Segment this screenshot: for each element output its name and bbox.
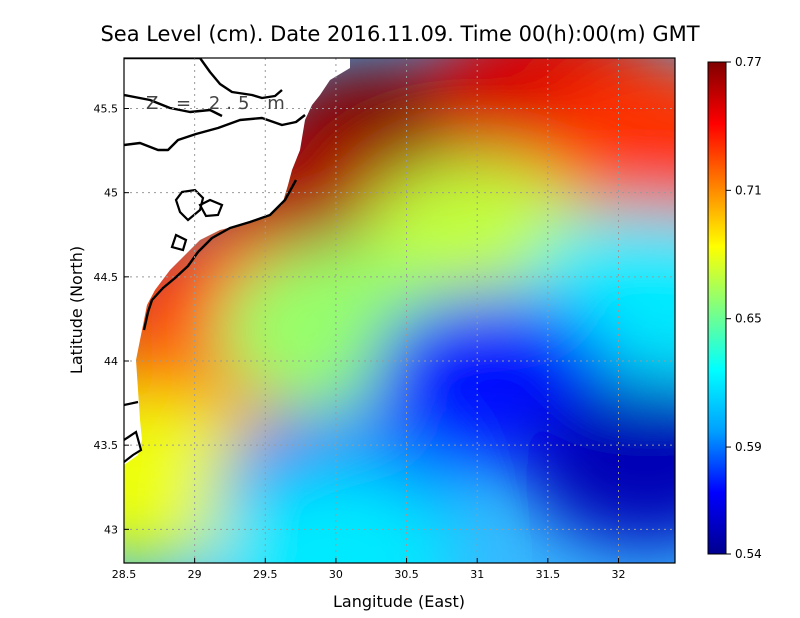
y-tick-label-1: 43.5 (94, 439, 119, 452)
colorbar-tick-label-0: 0.77 (735, 55, 762, 69)
x-tick-label-6: 31.5 (536, 568, 561, 581)
y-tick-label-5: 45.5 (94, 103, 119, 116)
south-coast-outline (124, 400, 143, 463)
field-sample-5 (540, 58, 675, 228)
y-tick-label-3: 44.5 (94, 271, 119, 284)
chart-title: Sea Level (cm). Date 2016.11.09. Time 00… (100, 22, 699, 46)
depth-annotation: Z = 2.5 m (146, 93, 291, 114)
x-tick-label-1: 29 (188, 568, 202, 581)
x-axis-ticks: 28.5 29 29.5 30 30.5 31 31.5 32 (112, 558, 625, 581)
y-tick-label-4: 45 (104, 187, 118, 200)
field-sample-13 (215, 469, 456, 563)
y-axis-label: Latitude (North) (67, 246, 86, 374)
land-mass (124, 58, 350, 465)
x-tick-label-5: 31 (470, 568, 484, 581)
colorbar-tick-label-4: 0.54 (735, 547, 762, 561)
colorbar-tick-label-1: 0.71 (735, 183, 762, 197)
plot-frame (123, 57, 676, 564)
x-tick-label-4: 30.5 (394, 568, 419, 581)
y-tick-label-0: 43 (104, 523, 118, 536)
x-tick-label-3: 30 (329, 568, 343, 581)
lagoon-outline (170, 188, 224, 252)
x-tick-label-2: 29.5 (253, 568, 278, 581)
colorbar-ticks: 0.77 0.71 0.65 0.59 0.54 (726, 55, 762, 561)
colorbar-tick-label-2: 0.65 (735, 312, 762, 326)
colorbar: 0.77 0.71 0.65 0.59 0.54 (707, 55, 762, 561)
field-sample-12 (526, 377, 675, 547)
x-tick-label-0: 28.5 (112, 568, 137, 581)
colorbar-gradient (707, 61, 727, 555)
coastline (124, 114, 306, 331)
y-axis-ticks: 43 43.5 44 44.5 45 45.5 (94, 103, 129, 536)
plot-area (124, 58, 675, 563)
x-axis-label: Langitude (East) (333, 592, 465, 611)
peninsula-outline (124, 58, 283, 118)
colorbar-tick-label-3: 0.59 (735, 440, 762, 454)
y-tick-label-2: 44 (104, 355, 118, 368)
x-tick-label-7: 32 (611, 568, 625, 581)
grid-lines (124, 58, 675, 563)
